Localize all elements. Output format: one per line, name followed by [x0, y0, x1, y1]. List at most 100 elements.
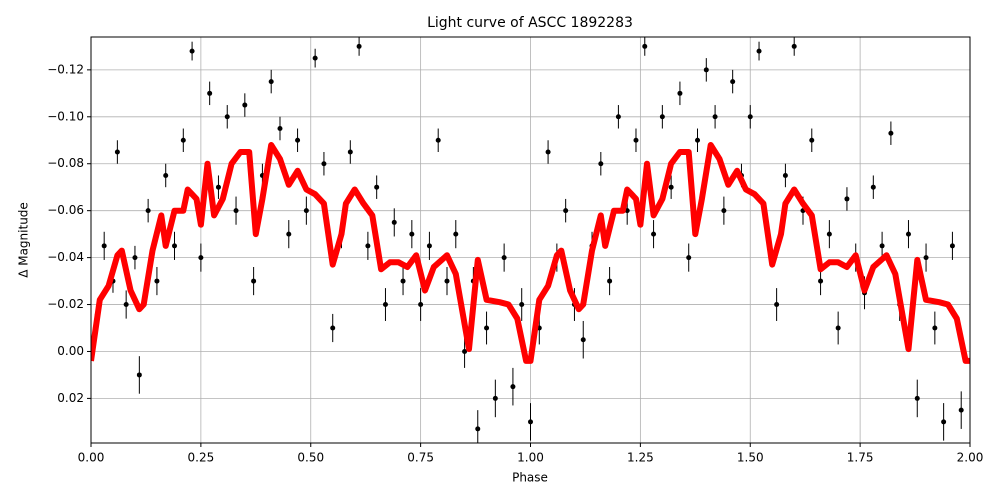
- data-point: [712, 114, 718, 120]
- data-point: [382, 302, 388, 308]
- x-tick-label: 0.00: [78, 451, 105, 465]
- x-tick-label: 1.00: [517, 451, 544, 465]
- data-point: [154, 278, 160, 284]
- y-tick-label: 0.00: [57, 344, 84, 358]
- data-point: [475, 426, 481, 432]
- x-tick-label: 1.25: [627, 451, 654, 465]
- data-point: [233, 208, 239, 214]
- data-point: [580, 337, 586, 343]
- data-point: [501, 255, 507, 261]
- data-point: [242, 102, 248, 108]
- data-point: [809, 137, 815, 143]
- data-point: [321, 161, 327, 167]
- data-point: [932, 325, 938, 331]
- data-point: [444, 278, 450, 284]
- data-point: [136, 372, 142, 378]
- data-point: [721, 208, 727, 214]
- y-tick-label: −0.10: [47, 109, 84, 123]
- data-point: [180, 137, 186, 143]
- data-point: [101, 243, 107, 249]
- data-point: [189, 48, 195, 54]
- data-point: [941, 419, 947, 425]
- data-point: [365, 243, 371, 249]
- data-point: [958, 407, 964, 413]
- data-point: [207, 90, 213, 96]
- data-point: [453, 231, 459, 237]
- data-point: [677, 90, 683, 96]
- data-point: [870, 184, 876, 190]
- data-point: [356, 43, 362, 49]
- y-tick-label: −0.06: [47, 203, 84, 217]
- data-point: [545, 149, 551, 155]
- data-point: [835, 325, 841, 331]
- plot-frame: [90, 36, 971, 444]
- data-point: [703, 67, 709, 73]
- data-point: [484, 325, 490, 331]
- data-point: [695, 137, 701, 143]
- data-point: [418, 302, 424, 308]
- data-point: [633, 137, 639, 143]
- y-tick-label: −0.12: [47, 62, 84, 76]
- y-tick-label: 0.02: [57, 391, 84, 405]
- data-point: [215, 184, 221, 190]
- data-point: [132, 255, 138, 261]
- data-point: [888, 130, 894, 136]
- data-point: [923, 255, 929, 261]
- data-point: [826, 231, 832, 237]
- x-tick-label: 1.50: [737, 451, 764, 465]
- data-point: [286, 231, 292, 237]
- data-point: [347, 149, 353, 155]
- data-point: [374, 184, 380, 190]
- y-tick-label: −0.04: [47, 250, 84, 264]
- y-tick-label: −0.08: [47, 156, 84, 170]
- data-point: [198, 255, 204, 261]
- plot-area: [91, 37, 970, 443]
- data-point: [391, 219, 397, 225]
- data-point: [277, 126, 283, 132]
- x-tick-label: 1.75: [847, 451, 874, 465]
- data-point: [409, 231, 415, 237]
- data-point: [251, 278, 257, 284]
- data-point: [642, 43, 648, 49]
- data-point: [563, 208, 569, 214]
- data-point: [659, 114, 665, 120]
- data-point: [163, 172, 169, 178]
- model-curve: [91, 142, 970, 364]
- data-point: [651, 231, 657, 237]
- data-point: [756, 48, 762, 54]
- data-point: [686, 255, 692, 261]
- data-point: [114, 149, 120, 155]
- data-point: [818, 278, 824, 284]
- data-point: [426, 243, 432, 249]
- data-point: [747, 114, 753, 120]
- data-point: [172, 243, 178, 249]
- data-point: [312, 55, 318, 61]
- data-point: [123, 302, 129, 308]
- data-point: [782, 172, 788, 178]
- x-tick-label: 2.00: [957, 451, 984, 465]
- data-point: [598, 161, 604, 167]
- data-point: [145, 208, 151, 214]
- x-axis-label: Phase: [512, 471, 548, 485]
- x-tick-label: 0.50: [297, 451, 324, 465]
- data-point: [949, 243, 955, 249]
- data-point: [774, 302, 780, 308]
- data-point: [730, 79, 736, 85]
- x-tick-label: 0.25: [188, 451, 215, 465]
- y-axis-label: Δ Magnitude: [17, 202, 31, 278]
- y-tick-label: −0.02: [47, 297, 84, 311]
- data-point: [791, 43, 797, 49]
- chart-title: Light curve of ASCC 1892283: [427, 15, 633, 31]
- data-point: [330, 325, 336, 331]
- x-tick-label: 0.75: [407, 451, 434, 465]
- data-point: [519, 302, 525, 308]
- data-point: [905, 231, 911, 237]
- data-point: [668, 184, 674, 190]
- data-point: [400, 278, 406, 284]
- data-point: [295, 137, 301, 143]
- data-point: [435, 137, 441, 143]
- data-point: [528, 419, 533, 425]
- data-point: [462, 348, 468, 354]
- data-point: [303, 208, 309, 214]
